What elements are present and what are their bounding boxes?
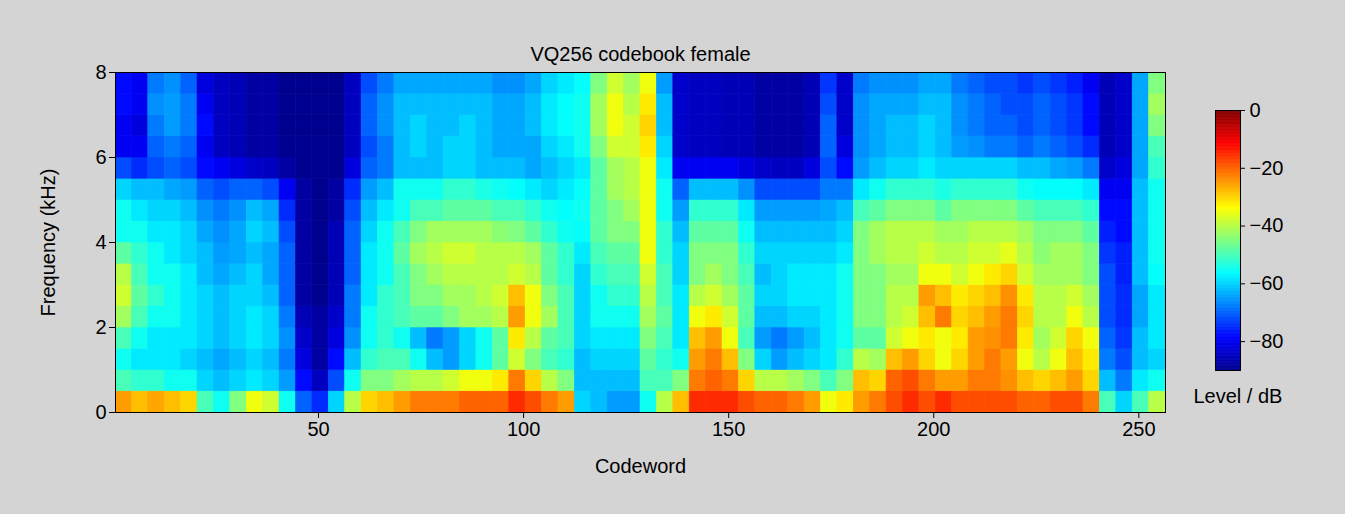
svg-text:Codeword: Codeword bbox=[595, 455, 686, 477]
svg-text:2: 2 bbox=[95, 316, 106, 338]
svg-text:0: 0 bbox=[1250, 99, 1261, 121]
svg-text:100: 100 bbox=[507, 418, 540, 440]
svg-text:4: 4 bbox=[95, 231, 106, 253]
svg-text:VQ256 codebook female: VQ256 codebook female bbox=[530, 43, 750, 65]
svg-text:−40: −40 bbox=[1250, 214, 1284, 236]
svg-text:−80: −80 bbox=[1250, 330, 1284, 352]
svg-text:250: 250 bbox=[1122, 418, 1155, 440]
svg-text:6: 6 bbox=[95, 146, 106, 168]
svg-text:−20: −20 bbox=[1250, 157, 1284, 179]
svg-text:0: 0 bbox=[95, 401, 106, 423]
svg-text:50: 50 bbox=[307, 418, 329, 440]
svg-text:8: 8 bbox=[95, 61, 106, 83]
svg-text:Frequency (kHz): Frequency (kHz) bbox=[37, 169, 59, 317]
svg-text:150: 150 bbox=[712, 418, 745, 440]
svg-text:−60: −60 bbox=[1250, 272, 1284, 294]
svg-text:200: 200 bbox=[917, 418, 950, 440]
svg-text:Level / dB: Level / dB bbox=[1194, 385, 1283, 407]
